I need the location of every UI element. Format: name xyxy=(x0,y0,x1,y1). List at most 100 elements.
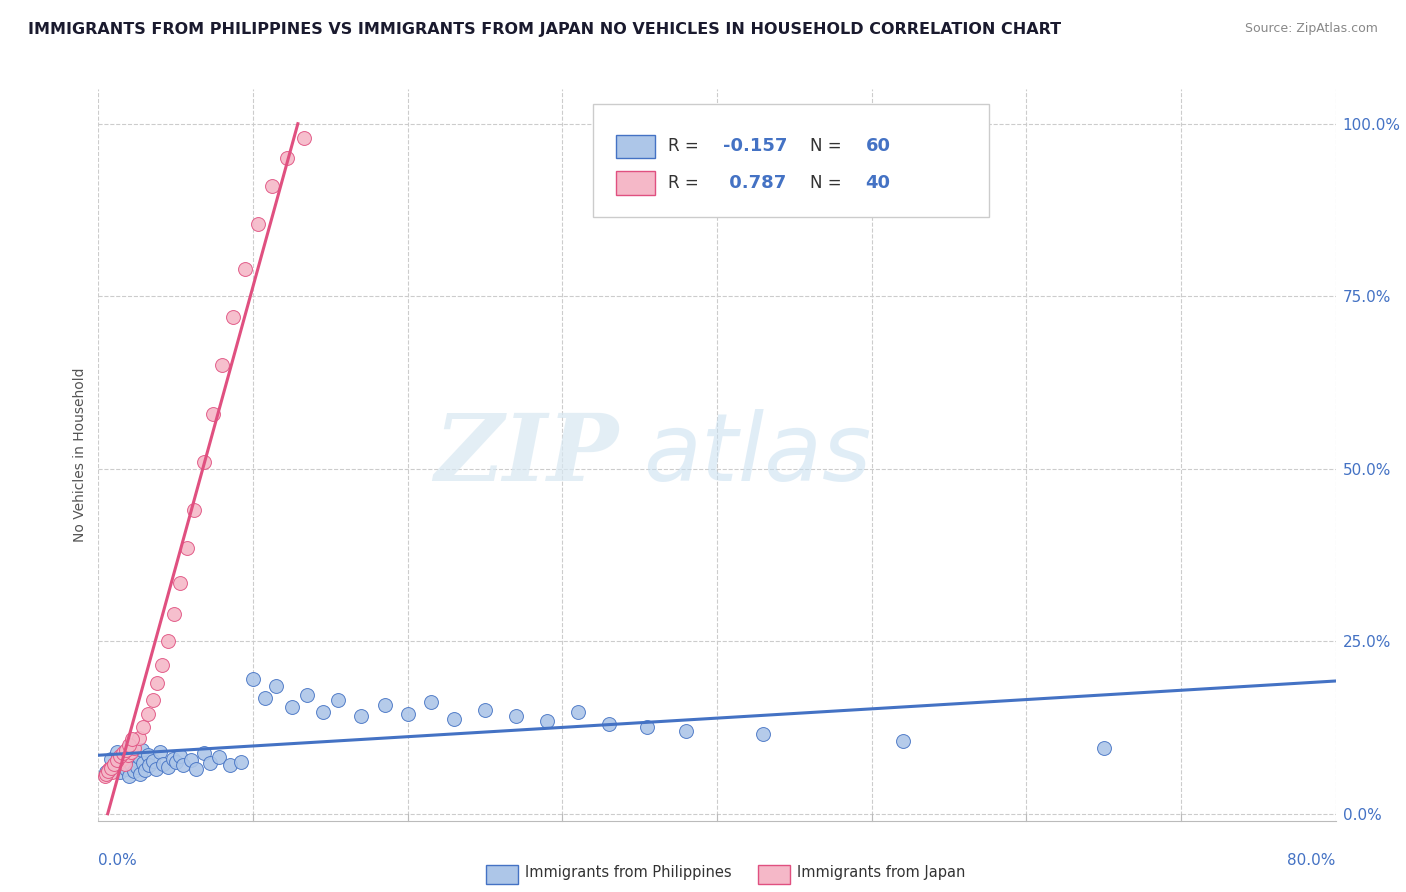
Point xyxy=(138,758,160,772)
Point xyxy=(169,575,191,590)
Point xyxy=(567,705,589,719)
Point xyxy=(183,503,205,517)
Point xyxy=(120,745,142,759)
Point xyxy=(115,762,138,776)
Text: R =: R = xyxy=(668,174,703,192)
Point xyxy=(281,699,304,714)
Point xyxy=(235,261,257,276)
Point xyxy=(350,708,373,723)
Point xyxy=(134,764,156,778)
Point xyxy=(150,658,173,673)
Point xyxy=(96,766,118,780)
Point xyxy=(246,217,269,231)
Point xyxy=(176,541,198,555)
Point xyxy=(536,714,558,728)
Text: 80.0%: 80.0% xyxy=(1288,853,1336,868)
Text: atlas: atlas xyxy=(643,409,872,500)
Point xyxy=(396,706,419,721)
Point xyxy=(675,723,697,738)
Point xyxy=(297,688,319,702)
Point xyxy=(124,753,146,767)
Text: 0.0%: 0.0% xyxy=(98,853,138,868)
Point xyxy=(598,717,620,731)
Point xyxy=(752,727,775,741)
Point xyxy=(97,764,120,778)
Text: N =: N = xyxy=(810,174,846,192)
Point xyxy=(108,749,131,764)
Point xyxy=(219,758,242,772)
Point xyxy=(100,751,122,765)
Point xyxy=(114,748,136,763)
Point xyxy=(142,693,165,707)
FancyBboxPatch shape xyxy=(616,135,655,158)
Text: ZIP: ZIP xyxy=(434,410,619,500)
Point xyxy=(222,310,245,324)
Point xyxy=(266,679,288,693)
Point xyxy=(292,130,315,145)
Point xyxy=(211,358,233,372)
Point xyxy=(505,708,527,723)
Point xyxy=(107,755,129,769)
Point xyxy=(131,743,153,757)
Text: Source: ZipAtlas.com: Source: ZipAtlas.com xyxy=(1244,22,1378,36)
Point xyxy=(108,765,131,780)
Point xyxy=(121,746,143,760)
Text: 60: 60 xyxy=(866,137,890,155)
Point xyxy=(276,151,298,165)
Point xyxy=(103,758,125,772)
Point xyxy=(242,672,264,686)
Text: 0.787: 0.787 xyxy=(723,174,786,192)
Text: IMMIGRANTS FROM PHILIPPINES VS IMMIGRANTS FROM JAPAN NO VEHICLES IN HOUSEHOLD CO: IMMIGRANTS FROM PHILIPPINES VS IMMIGRANT… xyxy=(28,22,1062,37)
Point xyxy=(122,764,145,778)
Point xyxy=(136,706,159,721)
Point xyxy=(145,762,167,776)
Point xyxy=(117,741,139,756)
Point xyxy=(152,757,174,772)
Point xyxy=(121,732,143,747)
Text: -0.157: -0.157 xyxy=(723,137,787,155)
Point xyxy=(122,741,145,756)
Point xyxy=(157,760,180,774)
Point xyxy=(114,757,136,772)
Point xyxy=(201,407,224,421)
Point xyxy=(117,748,139,763)
Point xyxy=(419,695,441,709)
Point xyxy=(127,760,149,774)
Point xyxy=(1092,741,1115,756)
Point xyxy=(96,765,118,780)
Point xyxy=(162,751,184,765)
Point xyxy=(312,705,335,719)
Point xyxy=(326,693,350,707)
FancyBboxPatch shape xyxy=(593,103,990,218)
Point xyxy=(105,753,128,767)
Point xyxy=(193,746,215,760)
Point xyxy=(120,757,142,772)
Point xyxy=(118,769,141,783)
Point xyxy=(101,765,124,780)
Point xyxy=(128,750,150,764)
Point xyxy=(93,769,115,783)
Point xyxy=(118,738,141,752)
Point xyxy=(180,753,202,767)
Point xyxy=(115,742,138,756)
Text: R =: R = xyxy=(668,137,703,155)
Point xyxy=(157,634,180,648)
Point xyxy=(129,766,152,780)
Point xyxy=(208,750,231,764)
Point xyxy=(165,755,187,769)
Point xyxy=(146,675,169,690)
Point xyxy=(112,746,135,760)
Point xyxy=(198,756,221,771)
Text: 40: 40 xyxy=(866,174,890,192)
Point xyxy=(173,758,195,772)
Point xyxy=(103,757,125,772)
Point xyxy=(149,745,172,759)
Point xyxy=(891,734,914,748)
Text: N =: N = xyxy=(810,137,846,155)
Point xyxy=(104,758,127,772)
Point xyxy=(105,745,128,759)
Point xyxy=(142,754,165,768)
Point xyxy=(254,690,277,705)
Point xyxy=(132,721,155,735)
Point xyxy=(132,756,155,771)
